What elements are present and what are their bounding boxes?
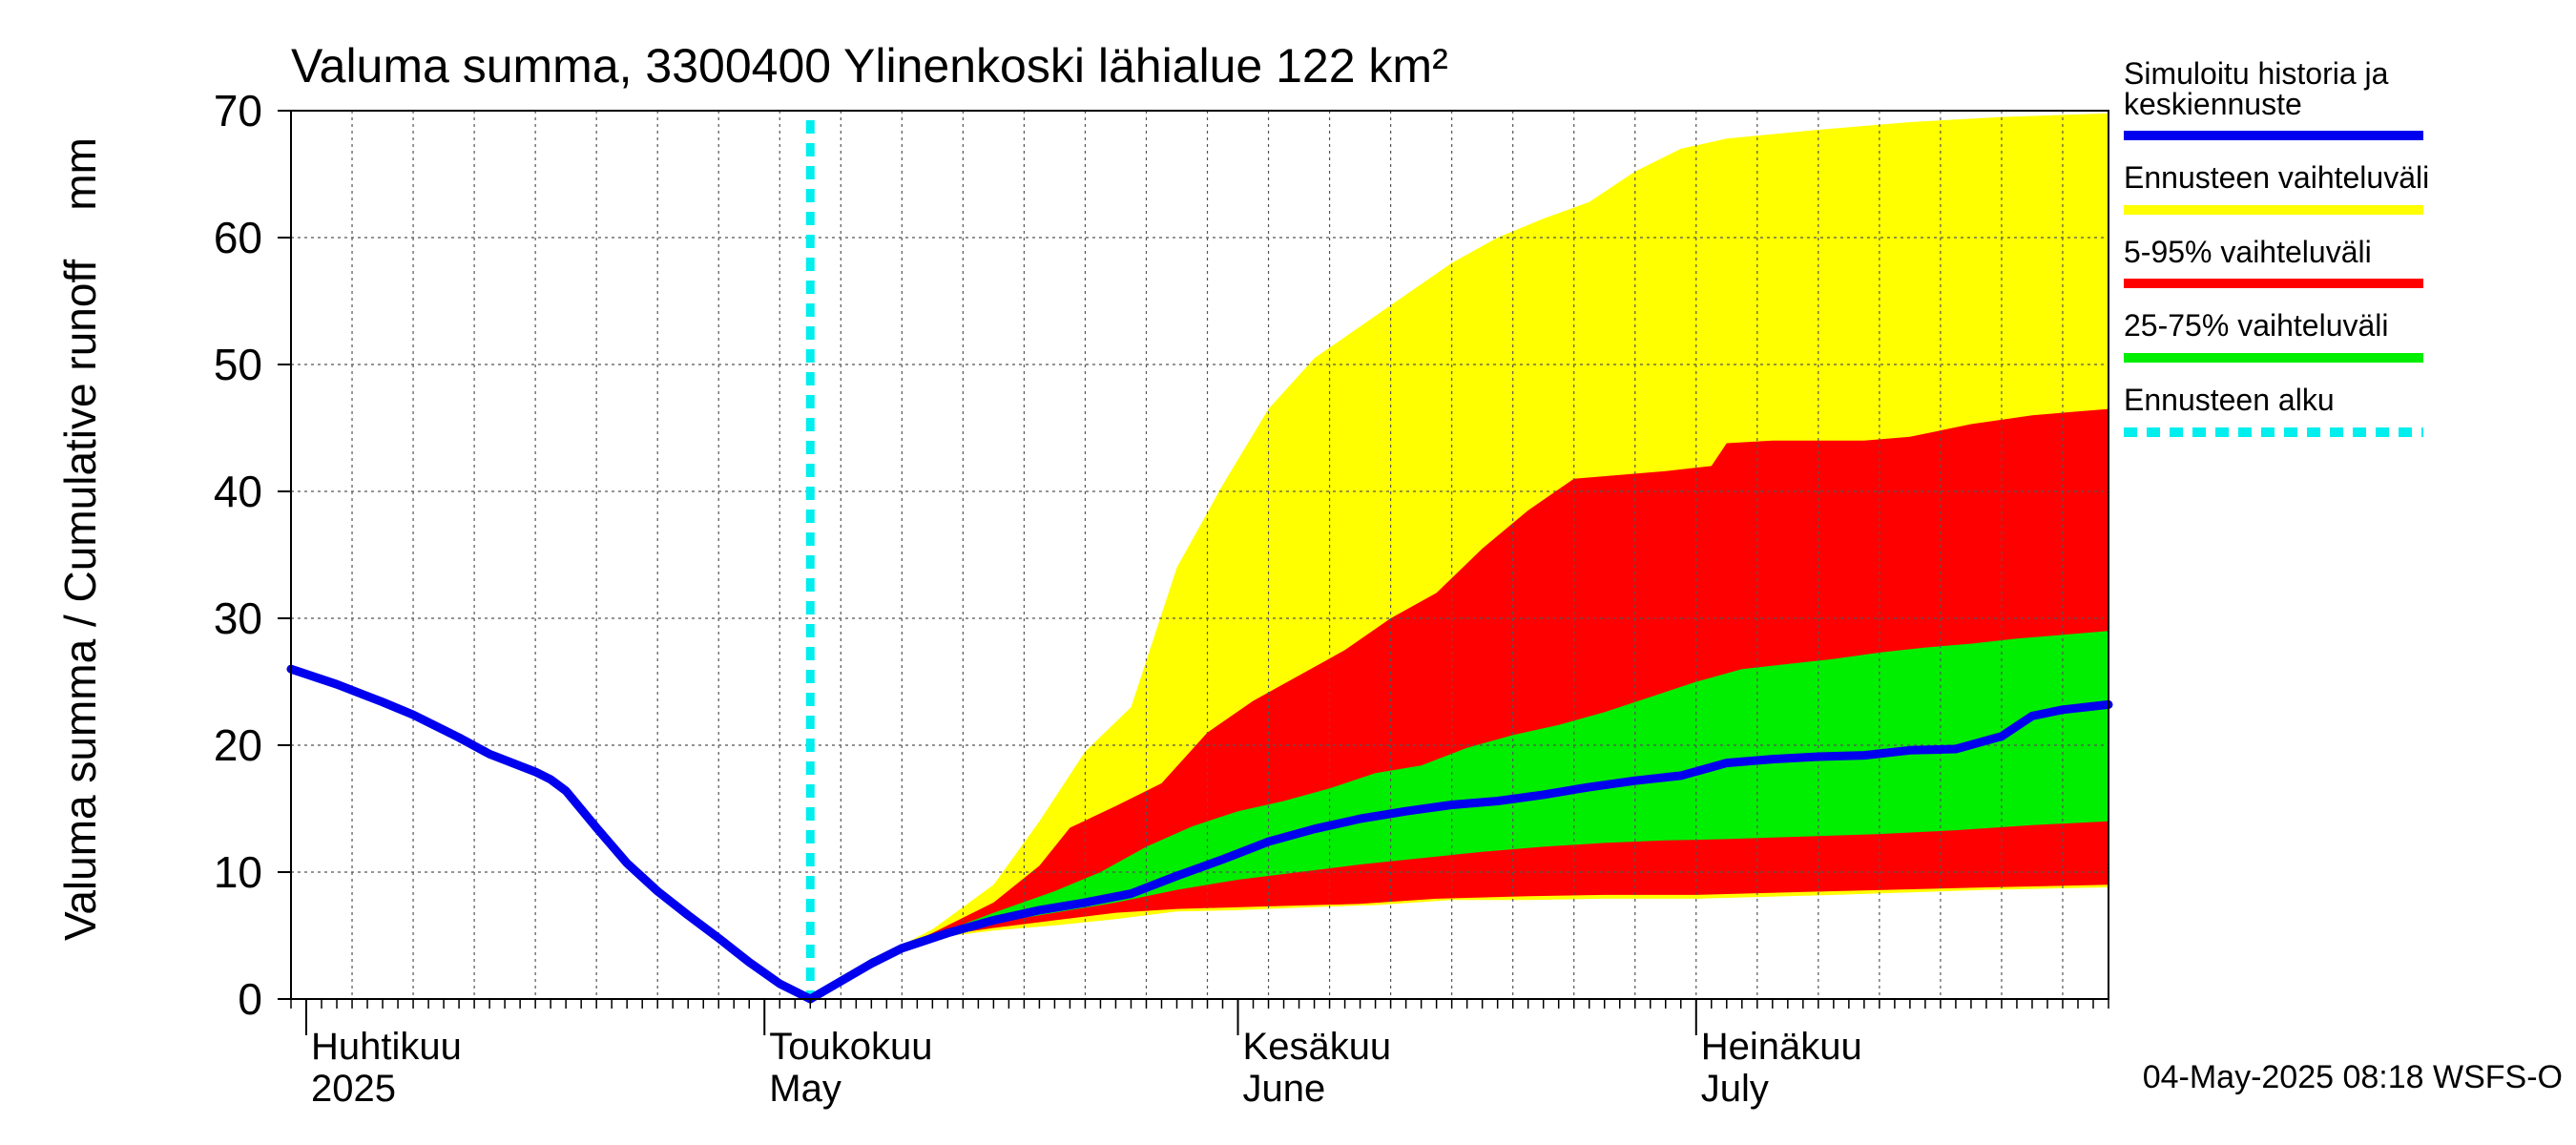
footer-timestamp: 04-May-2025 08:18 WSFS-O [2143,1059,2563,1095]
x-month-label-en: May [769,1068,841,1110]
x-month-label-fi: Kesäkuu [1243,1026,1392,1068]
median-forecast-line [805,699,2113,1004]
plot-frame [290,110,2109,1000]
y-tick-label: 10 [214,847,262,897]
legend-label: 5-95% vaihteluväli [2124,235,2372,269]
legend-label: Ennusteen alku [2124,383,2335,417]
legend-label-line1: Simuloitu historia ja [2124,56,2389,91]
y-tick-label: 50 [214,340,262,389]
chart-title: Valuma summa, 3300400 Ylinenkoski lähial… [291,39,1448,93]
x-month-label-fi: Heinäkuu [1701,1026,1862,1068]
y-axis-label: Valuma summa / Cumulative runoff mm [55,137,105,941]
x-month-label-en: 2025 [311,1068,396,1110]
y-tick-label: 20 [214,720,262,770]
legend-label: 25-75% vaihteluväli [2124,308,2389,343]
forecast-bands [810,113,2109,1000]
p25-75-band [810,631,2109,999]
legend-label: Ennusteen vaihteluväli [2124,160,2429,195]
y-tick-label: 60 [214,213,262,262]
series-lines [286,120,2113,1004]
x-month-label-en: June [1243,1068,1326,1110]
y-tick-label: 30 [214,593,262,643]
grid-lines [291,111,2109,999]
y-tick-label: 70 [214,86,262,135]
x-month-label-fi: Toukokuu [769,1026,932,1068]
y-tick-label: 0 [238,974,262,1024]
y-tick-label: 40 [214,467,262,516]
x-month-label-en: July [1701,1068,1769,1110]
history-line [286,664,815,1004]
p5-95-band [810,408,2109,1000]
legend-label-line2: keskiennuste [2124,87,2302,121]
x-month-label-fi: Huhtikuu [311,1026,462,1068]
